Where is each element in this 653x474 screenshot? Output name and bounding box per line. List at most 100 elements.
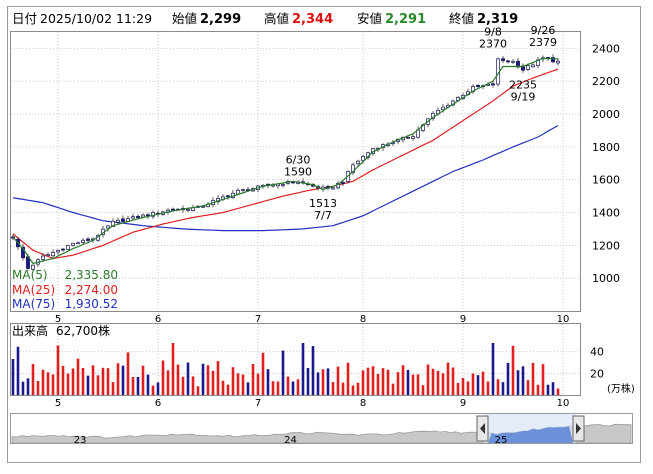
volume-y-tick: 40 (590, 346, 604, 359)
y-tick-label: 1600 (592, 174, 620, 187)
volume-bar (551, 382, 555, 395)
volume-bar (381, 368, 385, 395)
volume-y-tick: 20 (590, 367, 604, 380)
volume-value: 62,700株 (56, 323, 110, 338)
range-navigator[interactable]: 23 24 25 (10, 413, 633, 447)
volume-bar (311, 346, 315, 395)
header-bar: 日付 2025/10/02 11:29 始値 2,299 高値 2,344 安値… (12, 11, 518, 27)
volume-label: 出来高 (12, 323, 48, 338)
volume-bar (446, 362, 450, 395)
open-label: 始値 (172, 11, 197, 26)
volume-bar (296, 379, 300, 395)
volume-bar (301, 343, 305, 395)
volume-x-tick: 10 (557, 398, 570, 409)
volume-bar (91, 365, 95, 395)
x-tick-label: 6 (155, 314, 161, 325)
volume-bar (261, 352, 265, 395)
volume-x-tick: 6 (155, 398, 161, 409)
high-value: 2,344 (292, 12, 333, 27)
ma25-line (12, 68, 559, 260)
volume-bar (96, 375, 100, 395)
candle-body (76, 242, 80, 245)
annotation-price: 2370 (479, 37, 507, 50)
candle-body (46, 254, 50, 256)
candle-body (506, 60, 510, 63)
volume-bar (126, 352, 130, 395)
volume-bar (11, 359, 15, 395)
volume-bar (496, 379, 500, 395)
candle-body (526, 65, 530, 70)
volume-bar (316, 372, 320, 395)
volume-bar (31, 364, 35, 395)
candle-body (351, 164, 355, 174)
navigator-year-label: 24 (284, 435, 297, 446)
candle-body (21, 246, 25, 259)
candle-body (151, 212, 155, 217)
volume-bar (216, 361, 220, 395)
volume-bar (36, 381, 40, 395)
y-tick-label: 2000 (592, 108, 620, 121)
y-tick-label: 1000 (592, 272, 620, 285)
volume-bar (326, 368, 330, 395)
candle-body (356, 160, 360, 164)
volume-bar (321, 369, 325, 395)
annotation-date: 6/30 (286, 153, 311, 166)
volume-bar (66, 373, 70, 395)
volume-x-tick: 5 (55, 398, 61, 409)
volume-bar (76, 358, 80, 395)
volume-bar (181, 376, 185, 395)
volume-bar (531, 362, 535, 395)
navigator-left-handle[interactable] (476, 415, 489, 442)
price-month-labels: 5 6 7 8 9 10 (55, 314, 570, 325)
volume-bar (56, 345, 60, 395)
candle-body (551, 57, 555, 63)
volume-bar (481, 371, 485, 395)
volume-bar (466, 381, 470, 395)
volume-bar (176, 364, 180, 395)
candle-body (186, 209, 190, 211)
volume-bar (246, 382, 250, 395)
volume-bar (436, 370, 440, 395)
volume-bar (281, 350, 285, 395)
annotation-price: 1590 (284, 165, 312, 178)
volume-bar (486, 381, 490, 395)
candle-body (121, 218, 125, 222)
volume-x-tick: 9 (460, 398, 466, 409)
ma75-path (12, 124, 559, 232)
legend-ma75-label: MA(75) (12, 297, 55, 311)
candle-body (236, 189, 240, 195)
annotation-date: 9/26 (531, 24, 556, 37)
y-tick-label: 1200 (592, 239, 620, 252)
volume-bar (501, 382, 505, 395)
volume-bar (366, 367, 370, 395)
candle-body (51, 252, 55, 257)
candle-body (146, 214, 150, 217)
candle-body (41, 255, 45, 260)
volume-bar (236, 373, 240, 395)
volume-bar (51, 374, 55, 395)
volume-bar (286, 376, 290, 395)
x-tick-label: 10 (557, 314, 570, 325)
y-tick-label: 2200 (592, 75, 620, 88)
volume-bar (256, 373, 260, 395)
candle-body (241, 189, 245, 191)
candle-body (81, 239, 85, 243)
volume-bar (141, 365, 145, 395)
volume-bar (111, 382, 115, 395)
high-label: 高値 (264, 11, 289, 26)
volume-grid (11, 324, 580, 395)
volume-bar (426, 364, 430, 395)
low-value: 2,291 (385, 12, 426, 27)
navigator-year-labels: 23 24 25 (74, 435, 508, 446)
navigator-right-handle[interactable] (572, 415, 585, 442)
volume-bar (161, 360, 165, 395)
volume-bar (271, 381, 275, 395)
price-panel (10, 31, 581, 312)
volume-bar (556, 388, 560, 395)
ma75-line (12, 124, 559, 232)
y-tick-label: 1400 (592, 207, 620, 220)
candle-body (511, 60, 515, 63)
candle-body (131, 216, 135, 219)
